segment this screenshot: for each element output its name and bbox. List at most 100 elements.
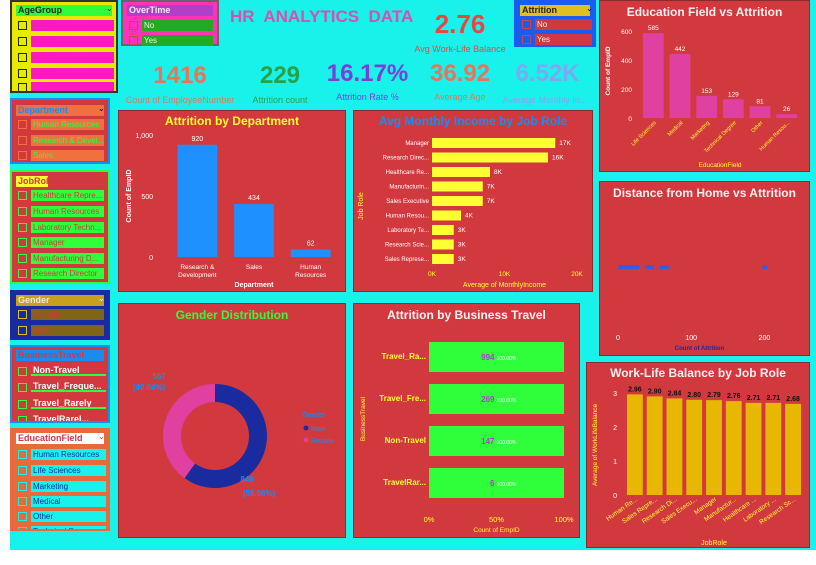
slicer-option[interactable]: Yes xyxy=(522,34,592,45)
chart-title: Attrition by Department xyxy=(164,114,299,128)
slicer-option[interactable]: Male xyxy=(18,325,104,336)
checkbox[interactable] xyxy=(18,83,27,91)
chevron-down-icon[interactable]: ⌄ xyxy=(98,104,105,113)
slicer-option[interactable]: Research Director xyxy=(18,268,104,279)
slicer-option[interactable]: Female xyxy=(18,309,104,320)
legend-marker xyxy=(303,425,309,431)
bar xyxy=(432,138,556,148)
checkbox[interactable] xyxy=(18,223,27,232)
checkbox[interactable] xyxy=(18,37,27,46)
slicer-title[interactable]: Department xyxy=(16,105,104,116)
slicer-option[interactable]: 18-25 xyxy=(18,20,114,31)
checkbox[interactable] xyxy=(18,512,27,521)
checkbox[interactable] xyxy=(18,527,27,529)
chevron-down-icon[interactable]: ⌄ xyxy=(98,294,105,303)
checkbox[interactable] xyxy=(18,466,27,475)
slicer-option[interactable]: Non-Travel xyxy=(18,365,106,378)
chevron-down-icon[interactable]: ⌄ xyxy=(586,4,593,13)
checkbox[interactable] xyxy=(18,310,27,319)
checkbox[interactable] xyxy=(18,151,27,160)
y-axis-title: Count of EmpID xyxy=(605,46,612,95)
slicer-option[interactable]: No xyxy=(129,20,213,31)
y-tick-label: Healthcare Re... xyxy=(386,170,430,176)
slicer-option[interactable]: Healthcare Repre... xyxy=(18,190,104,201)
slicer-title[interactable]: BusinessTravel xyxy=(16,350,104,361)
department-slicer[interactable]: Department ⌄ Human Resources Research & … xyxy=(10,98,110,164)
chevron-down-icon[interactable]: ⌄ xyxy=(98,432,105,441)
jobrole-slicer[interactable]: JobRole Healthcare Repre... Human Resour… xyxy=(10,170,110,284)
chart-title: Attrition by Business Travel xyxy=(387,308,546,322)
slicer-option[interactable]: Marketing xyxy=(18,481,106,492)
gender-slicer[interactable]: Gender ⌄ Female Male xyxy=(10,290,110,340)
checkbox[interactable] xyxy=(18,326,27,335)
slicer-option[interactable]: Human Resources xyxy=(18,206,104,217)
checkbox[interactable] xyxy=(129,36,138,45)
slicer-option[interactable]: No xyxy=(522,19,592,30)
slicer-option[interactable]: Technical Degree xyxy=(18,526,106,529)
checkbox[interactable] xyxy=(18,207,27,216)
slicer-option[interactable]: 55+ xyxy=(18,82,114,91)
bar xyxy=(429,384,564,414)
slicer-option[interactable]: Yes xyxy=(129,35,213,46)
kpi-label: Average Monthly In... xyxy=(502,95,588,105)
checkbox[interactable] xyxy=(18,69,27,78)
checkbox[interactable] xyxy=(18,53,27,62)
educationfield-slicer[interactable]: EducationField ⌄ Human Resources Life Sc… xyxy=(10,428,110,531)
agegroup-slicer[interactable]: AgeGroup ⌄ 18-25 26-35 36-45 46-55 55+ xyxy=(10,0,118,93)
checkbox[interactable] xyxy=(18,450,27,459)
slicer-title[interactable]: OverTime xyxy=(127,5,213,16)
overtime-slicer[interactable]: OverTime No Yes xyxy=(121,0,219,46)
checkbox[interactable] xyxy=(18,416,27,421)
slicer-option[interactable]: Travel_Rarely xyxy=(18,398,106,411)
kpi-label: Average Age xyxy=(434,92,486,102)
slicer-option[interactable]: Laboratory Techn... xyxy=(18,222,104,233)
checkbox[interactable] xyxy=(18,136,27,145)
slicer-title[interactable]: EducationField xyxy=(16,433,104,444)
option-label: No xyxy=(142,20,213,31)
slicer-option[interactable]: Manager xyxy=(18,237,104,248)
slicer-option[interactable]: Sales xyxy=(18,150,104,161)
checkbox[interactable] xyxy=(522,35,531,44)
legend-label: Male xyxy=(311,426,326,433)
checkbox[interactable] xyxy=(18,191,27,200)
checkbox[interactable] xyxy=(18,367,27,376)
chart-title: Distance from Home vs Attrition xyxy=(613,186,796,200)
checkbox[interactable] xyxy=(18,482,27,491)
slicer-option[interactable]: 46-55 xyxy=(18,68,114,79)
kpi-label: Count of EmployeeNumber xyxy=(125,95,235,105)
slicer-title[interactable]: Gender xyxy=(16,295,104,306)
checkbox[interactable] xyxy=(18,238,27,247)
education-vs-attrition-card: Education Field vs Attrition 0 200 400 600 5… xyxy=(599,0,810,172)
slicer-option[interactable]: Other xyxy=(18,511,106,522)
checkbox[interactable] xyxy=(18,21,27,30)
checkbox[interactable] xyxy=(522,20,531,29)
slicer-option[interactable]: 26-35 xyxy=(18,36,114,47)
option-label: Sales xyxy=(31,150,104,161)
checkbox[interactable] xyxy=(18,254,27,263)
slicer-option[interactable]: Life Sciences xyxy=(18,465,106,476)
slicer-option[interactable]: Human Resources xyxy=(18,119,104,130)
checkbox[interactable] xyxy=(18,269,27,278)
checkbox[interactable] xyxy=(129,21,138,30)
bar xyxy=(429,342,564,372)
slicer-option[interactable]: 36-45 xyxy=(18,52,114,63)
slicer-title[interactable]: JobRole xyxy=(16,176,54,187)
slicer-option[interactable]: Medical xyxy=(18,496,106,507)
slicer-option[interactable]: TravelRarel... xyxy=(18,414,106,421)
y-axis-title: BusinessTravel xyxy=(360,396,367,441)
y-axis-title: Job Role xyxy=(358,192,365,220)
slicer-option[interactable]: Travel_Freque... xyxy=(18,381,106,394)
businesstravel-slicer[interactable]: BusinessTravel Non-Travel Travel_Freque.… xyxy=(10,345,110,423)
checkbox[interactable] xyxy=(18,400,27,409)
slicer-title[interactable]: Attrition xyxy=(520,5,590,16)
checkbox[interactable] xyxy=(18,383,27,392)
slicer-title[interactable]: AgeGroup xyxy=(16,5,112,16)
slicer-option[interactable]: Manufacturing D... xyxy=(18,253,104,264)
attrition-slicer[interactable]: Attrition ⌄ No Yes xyxy=(514,0,596,47)
bar xyxy=(432,152,548,163)
slicer-option[interactable]: Research & Devel... xyxy=(18,135,104,146)
checkbox[interactable] xyxy=(18,497,27,506)
chevron-down-icon[interactable]: ⌄ xyxy=(106,4,113,13)
checkbox[interactable] xyxy=(18,120,27,129)
slicer-option[interactable]: Human Resources xyxy=(18,449,106,460)
